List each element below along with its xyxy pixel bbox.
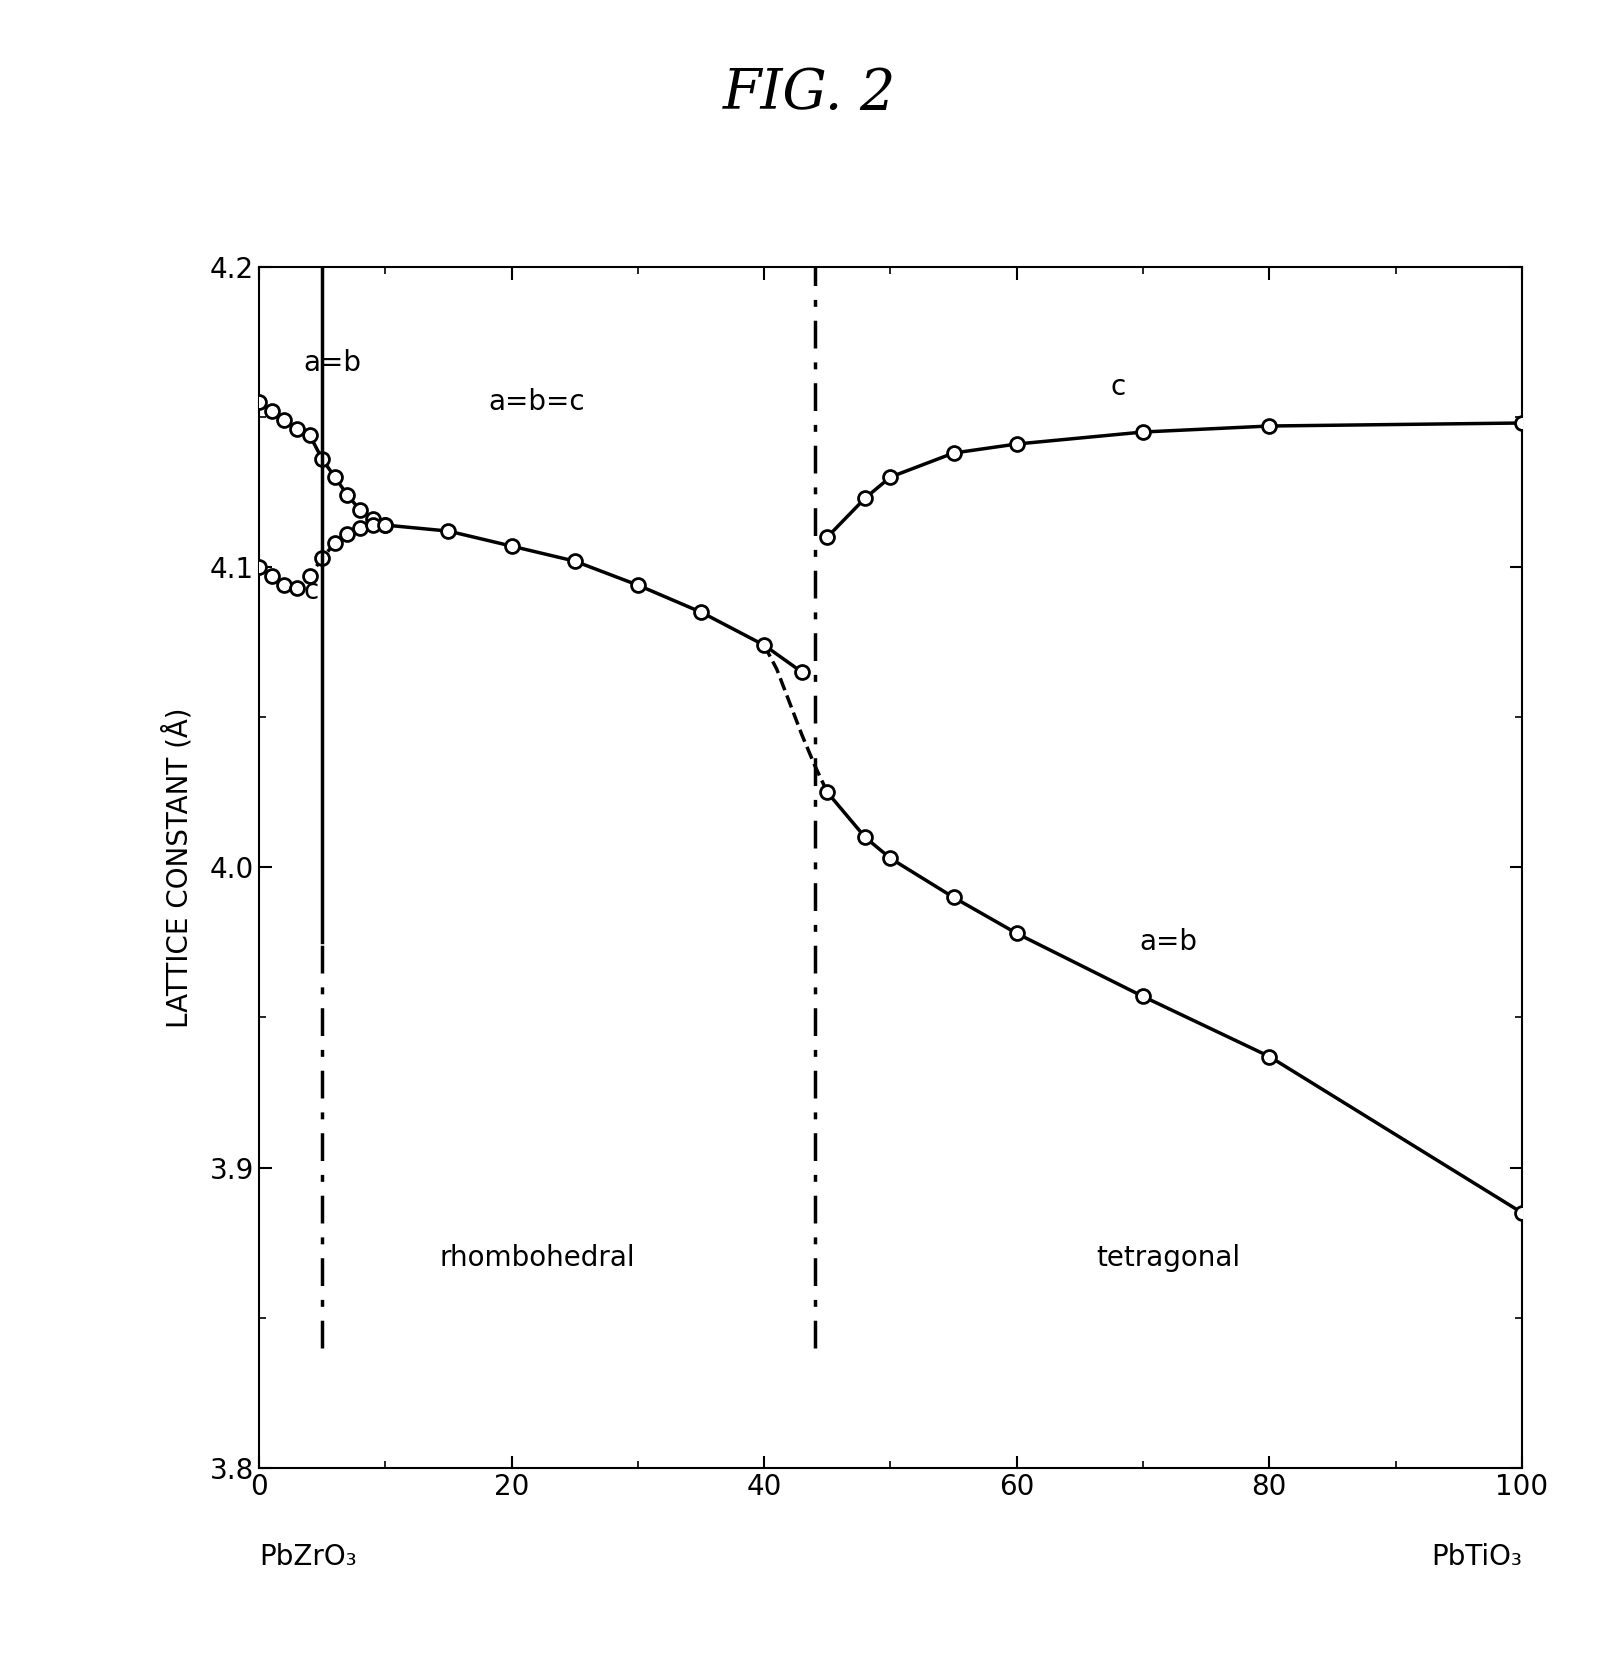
Text: rhombohedral: rhombohedral [439,1244,635,1271]
Text: c: c [1111,374,1125,400]
Text: PbTiO₃: PbTiO₃ [1431,1543,1522,1571]
Text: a=b: a=b [1140,929,1198,956]
Text: c: c [303,577,319,605]
Text: FIG. 2: FIG. 2 [722,67,897,122]
Text: tetragonal: tetragonal [1096,1244,1240,1271]
Text: PbZrO₃: PbZrO₃ [259,1543,356,1571]
Text: a=b: a=b [303,349,361,377]
Text: a=b=c: a=b=c [489,389,584,415]
Y-axis label: LATTICE CONSTANT (Å): LATTICE CONSTANT (Å) [162,707,193,1027]
